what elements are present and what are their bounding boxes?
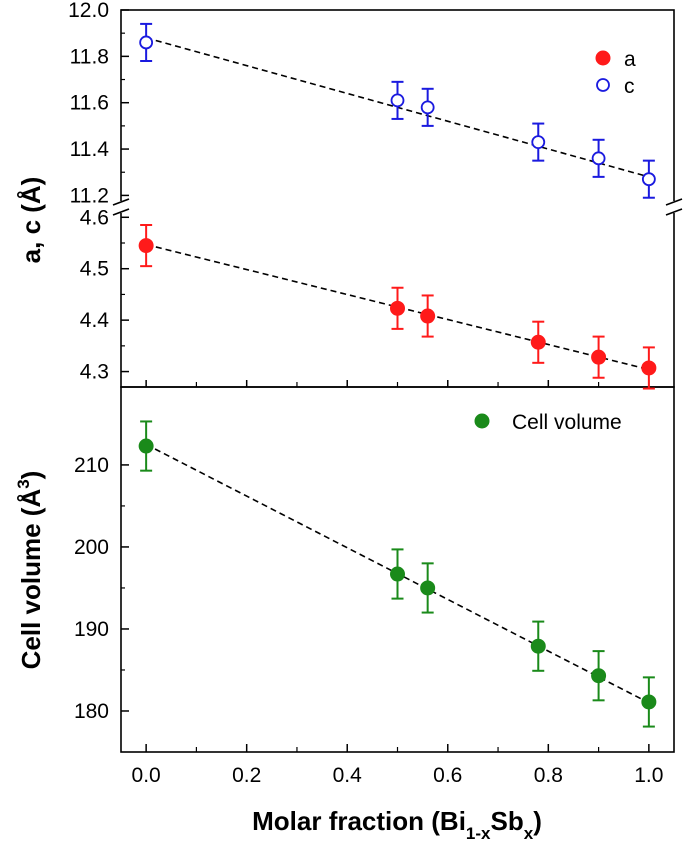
data-point-a bbox=[531, 335, 545, 349]
legend-label-a: a bbox=[624, 48, 636, 71]
x-tick-labels: 0.0 0.2 0.4 0.6 0.8 1.0 bbox=[132, 764, 664, 787]
data-point-c bbox=[422, 101, 434, 113]
legends: ac Cell volume bbox=[475, 48, 636, 434]
y-tick-label: 11.6 bbox=[70, 92, 109, 115]
data-point-cell-volume bbox=[421, 581, 435, 595]
data-points bbox=[139, 36, 656, 709]
x-tick-label: 0.4 bbox=[333, 764, 363, 787]
y-tick-label: 4.4 bbox=[80, 309, 110, 332]
x-tick-label: 0.6 bbox=[433, 764, 462, 787]
y-tick-label: 11.2 bbox=[70, 184, 109, 207]
axis-break-marks bbox=[112, 199, 683, 215]
y-tick-labels: 11.2 11.4 11.6 11.8 12.0 4.3 4.4 4.5 4.6 180 190 20… bbox=[68, 0, 109, 723]
data-point-cell-volume bbox=[592, 669, 606, 683]
fit-lines bbox=[146, 38, 649, 703]
data-point-c bbox=[392, 94, 404, 106]
y-tick-label: 4.6 bbox=[80, 206, 109, 229]
legend-marker-a bbox=[596, 51, 610, 65]
data-point-cell-volume bbox=[391, 567, 405, 581]
y-axis-title-volume: Cell volume (Å3) bbox=[14, 471, 46, 670]
y-tick-label: 210 bbox=[74, 454, 109, 477]
y-tick-label: 190 bbox=[74, 618, 109, 641]
x-tick-label: 0.8 bbox=[534, 764, 563, 787]
y-tick-label: 4.5 bbox=[80, 258, 109, 281]
data-point-c bbox=[643, 173, 655, 185]
data-point-a bbox=[421, 309, 435, 323]
top-panel-frame bbox=[121, 10, 674, 387]
error-bars bbox=[140, 24, 655, 727]
axis-ticks bbox=[121, 10, 649, 752]
x-tick-label: 0.2 bbox=[232, 764, 261, 787]
y-tick-label: 180 bbox=[74, 700, 109, 723]
legend-marker-c bbox=[597, 79, 609, 91]
data-point-cell-volume bbox=[642, 695, 656, 709]
data-point-a bbox=[139, 239, 153, 253]
legend-label-c: c bbox=[624, 75, 635, 98]
y-tick-label: 200 bbox=[74, 536, 109, 559]
y-axis-title-lattice: a, c (Å) bbox=[16, 177, 46, 264]
x-tick-label: 1.0 bbox=[634, 764, 663, 787]
data-point-c bbox=[593, 152, 605, 164]
data-point-a bbox=[391, 301, 405, 315]
data-point-a bbox=[642, 361, 656, 375]
y-tick-label: 4.3 bbox=[80, 361, 109, 384]
y-tick-label: 11.8 bbox=[70, 45, 109, 68]
data-point-cell-volume bbox=[531, 639, 545, 653]
data-point-c bbox=[532, 136, 544, 148]
legend-marker-volume bbox=[475, 414, 489, 428]
data-point-a bbox=[592, 350, 606, 364]
y-tick-label: 11.4 bbox=[70, 138, 110, 161]
y-tick-label: 12.0 bbox=[68, 0, 109, 22]
legend-label-volume: Cell volume bbox=[512, 411, 622, 434]
data-point-cell-volume bbox=[139, 439, 153, 453]
data-point-c bbox=[140, 36, 152, 48]
x-axis-title: Molar fraction (Bi1-xSbx) bbox=[252, 806, 542, 843]
x-tick-label: 0.0 bbox=[132, 764, 161, 787]
